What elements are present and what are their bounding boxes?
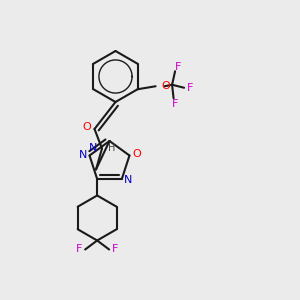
Text: O: O xyxy=(82,122,91,133)
Text: O: O xyxy=(161,81,170,91)
Text: F: F xyxy=(172,99,178,109)
Text: O: O xyxy=(133,149,141,159)
Text: F: F xyxy=(175,62,181,72)
Text: N: N xyxy=(79,150,87,160)
Text: F: F xyxy=(187,83,193,93)
Text: N: N xyxy=(124,176,133,185)
Text: F: F xyxy=(76,244,82,254)
Text: F: F xyxy=(112,244,118,254)
Text: H: H xyxy=(108,143,116,154)
Text: N: N xyxy=(89,143,98,154)
